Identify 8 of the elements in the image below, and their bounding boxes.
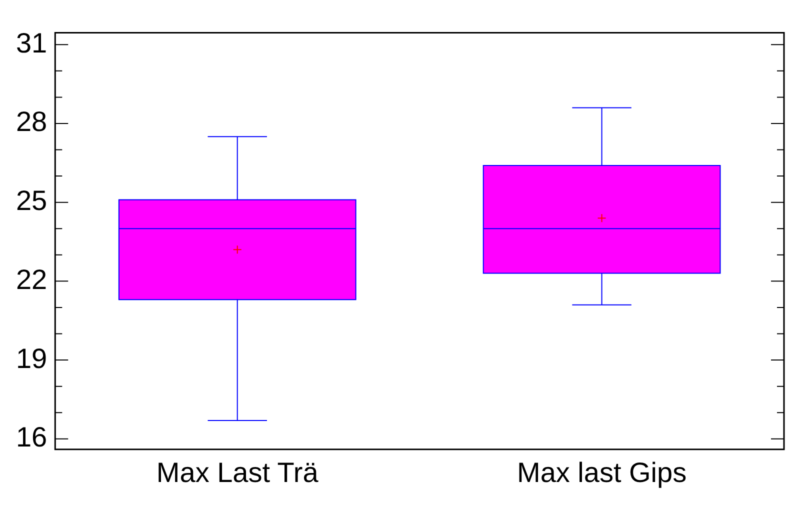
y-tick-label: 28 — [16, 106, 48, 138]
y-tick-label: 19 — [16, 342, 48, 374]
y-tick-label: 31 — [16, 27, 48, 58]
x-tick-label: Max last Gips — [516, 456, 687, 488]
y-tick-label: 16 — [16, 422, 48, 453]
y-tick-label: 25 — [16, 185, 48, 216]
x-tick-label: Max Last Trä — [156, 456, 319, 488]
y-tick-label: 22 — [16, 264, 48, 295]
